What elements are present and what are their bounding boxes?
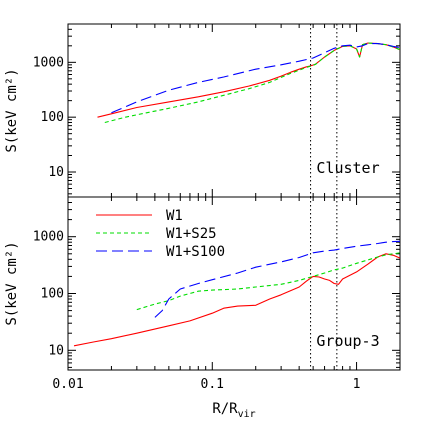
series-line-w1 bbox=[97, 42, 400, 118]
panel-group-3: 10 100 1000 S(keV cm²) Group-3 bbox=[4, 196, 401, 371]
x-axis-label-subscript: vir bbox=[238, 409, 256, 420]
legend-label: W1 bbox=[166, 208, 183, 224]
x-axis: 0.01 0.1 1 bbox=[52, 377, 360, 392]
plot-frame bbox=[67, 196, 401, 371]
x-tick-label: 1 bbox=[353, 377, 361, 392]
panel-label: Group-3 bbox=[316, 332, 379, 350]
y-tick-label: 1000 bbox=[33, 230, 64, 245]
x-axis-label-main: R/R bbox=[212, 401, 238, 417]
y-tick-label: 10 bbox=[48, 165, 64, 180]
panel-label: Cluster bbox=[316, 159, 379, 177]
series-line-w1-plus-s25 bbox=[104, 42, 400, 124]
series-line-w1-plus-s25 bbox=[136, 252, 400, 311]
series-line-w1-plus-s100 bbox=[154, 240, 400, 318]
series-group bbox=[73, 240, 400, 347]
series-group bbox=[97, 42, 400, 124]
y-tick-label: 10 bbox=[48, 343, 64, 358]
legend-label: W1+S100 bbox=[166, 244, 225, 260]
panel-cluster: 10 100 1000 S(keV cm²) Cluster bbox=[4, 23, 401, 198]
y-tick-label: 100 bbox=[41, 287, 64, 302]
x-tick-label: 0.1 bbox=[201, 377, 224, 392]
y-tick-label: 1000 bbox=[33, 55, 64, 70]
series-line-w1 bbox=[73, 253, 400, 347]
y-axis-label: S(keV cm²) bbox=[4, 241, 20, 325]
y-axis-label: S(keV cm²) bbox=[4, 68, 20, 152]
series-line-w1-plus-s100 bbox=[111, 43, 400, 114]
legend: W1 W1+S25 W1+S100 bbox=[96, 208, 225, 260]
y-tick-label: 100 bbox=[41, 110, 64, 125]
legend-label: W1+S25 bbox=[166, 226, 217, 242]
x-tick-label: 0.01 bbox=[52, 377, 83, 392]
x-axis-label: R/Rvir bbox=[212, 401, 255, 420]
